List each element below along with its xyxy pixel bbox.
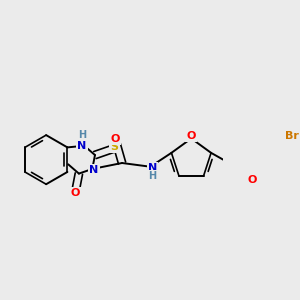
Text: O: O <box>187 131 196 141</box>
Text: O: O <box>111 134 120 144</box>
Text: H: H <box>148 171 157 182</box>
Text: Br: Br <box>284 131 298 142</box>
Text: O: O <box>71 188 80 198</box>
Text: S: S <box>110 142 118 152</box>
Text: H: H <box>78 130 86 140</box>
Text: N: N <box>77 142 87 152</box>
Text: N: N <box>148 163 157 173</box>
Text: O: O <box>247 175 257 184</box>
Text: N: N <box>89 165 98 176</box>
